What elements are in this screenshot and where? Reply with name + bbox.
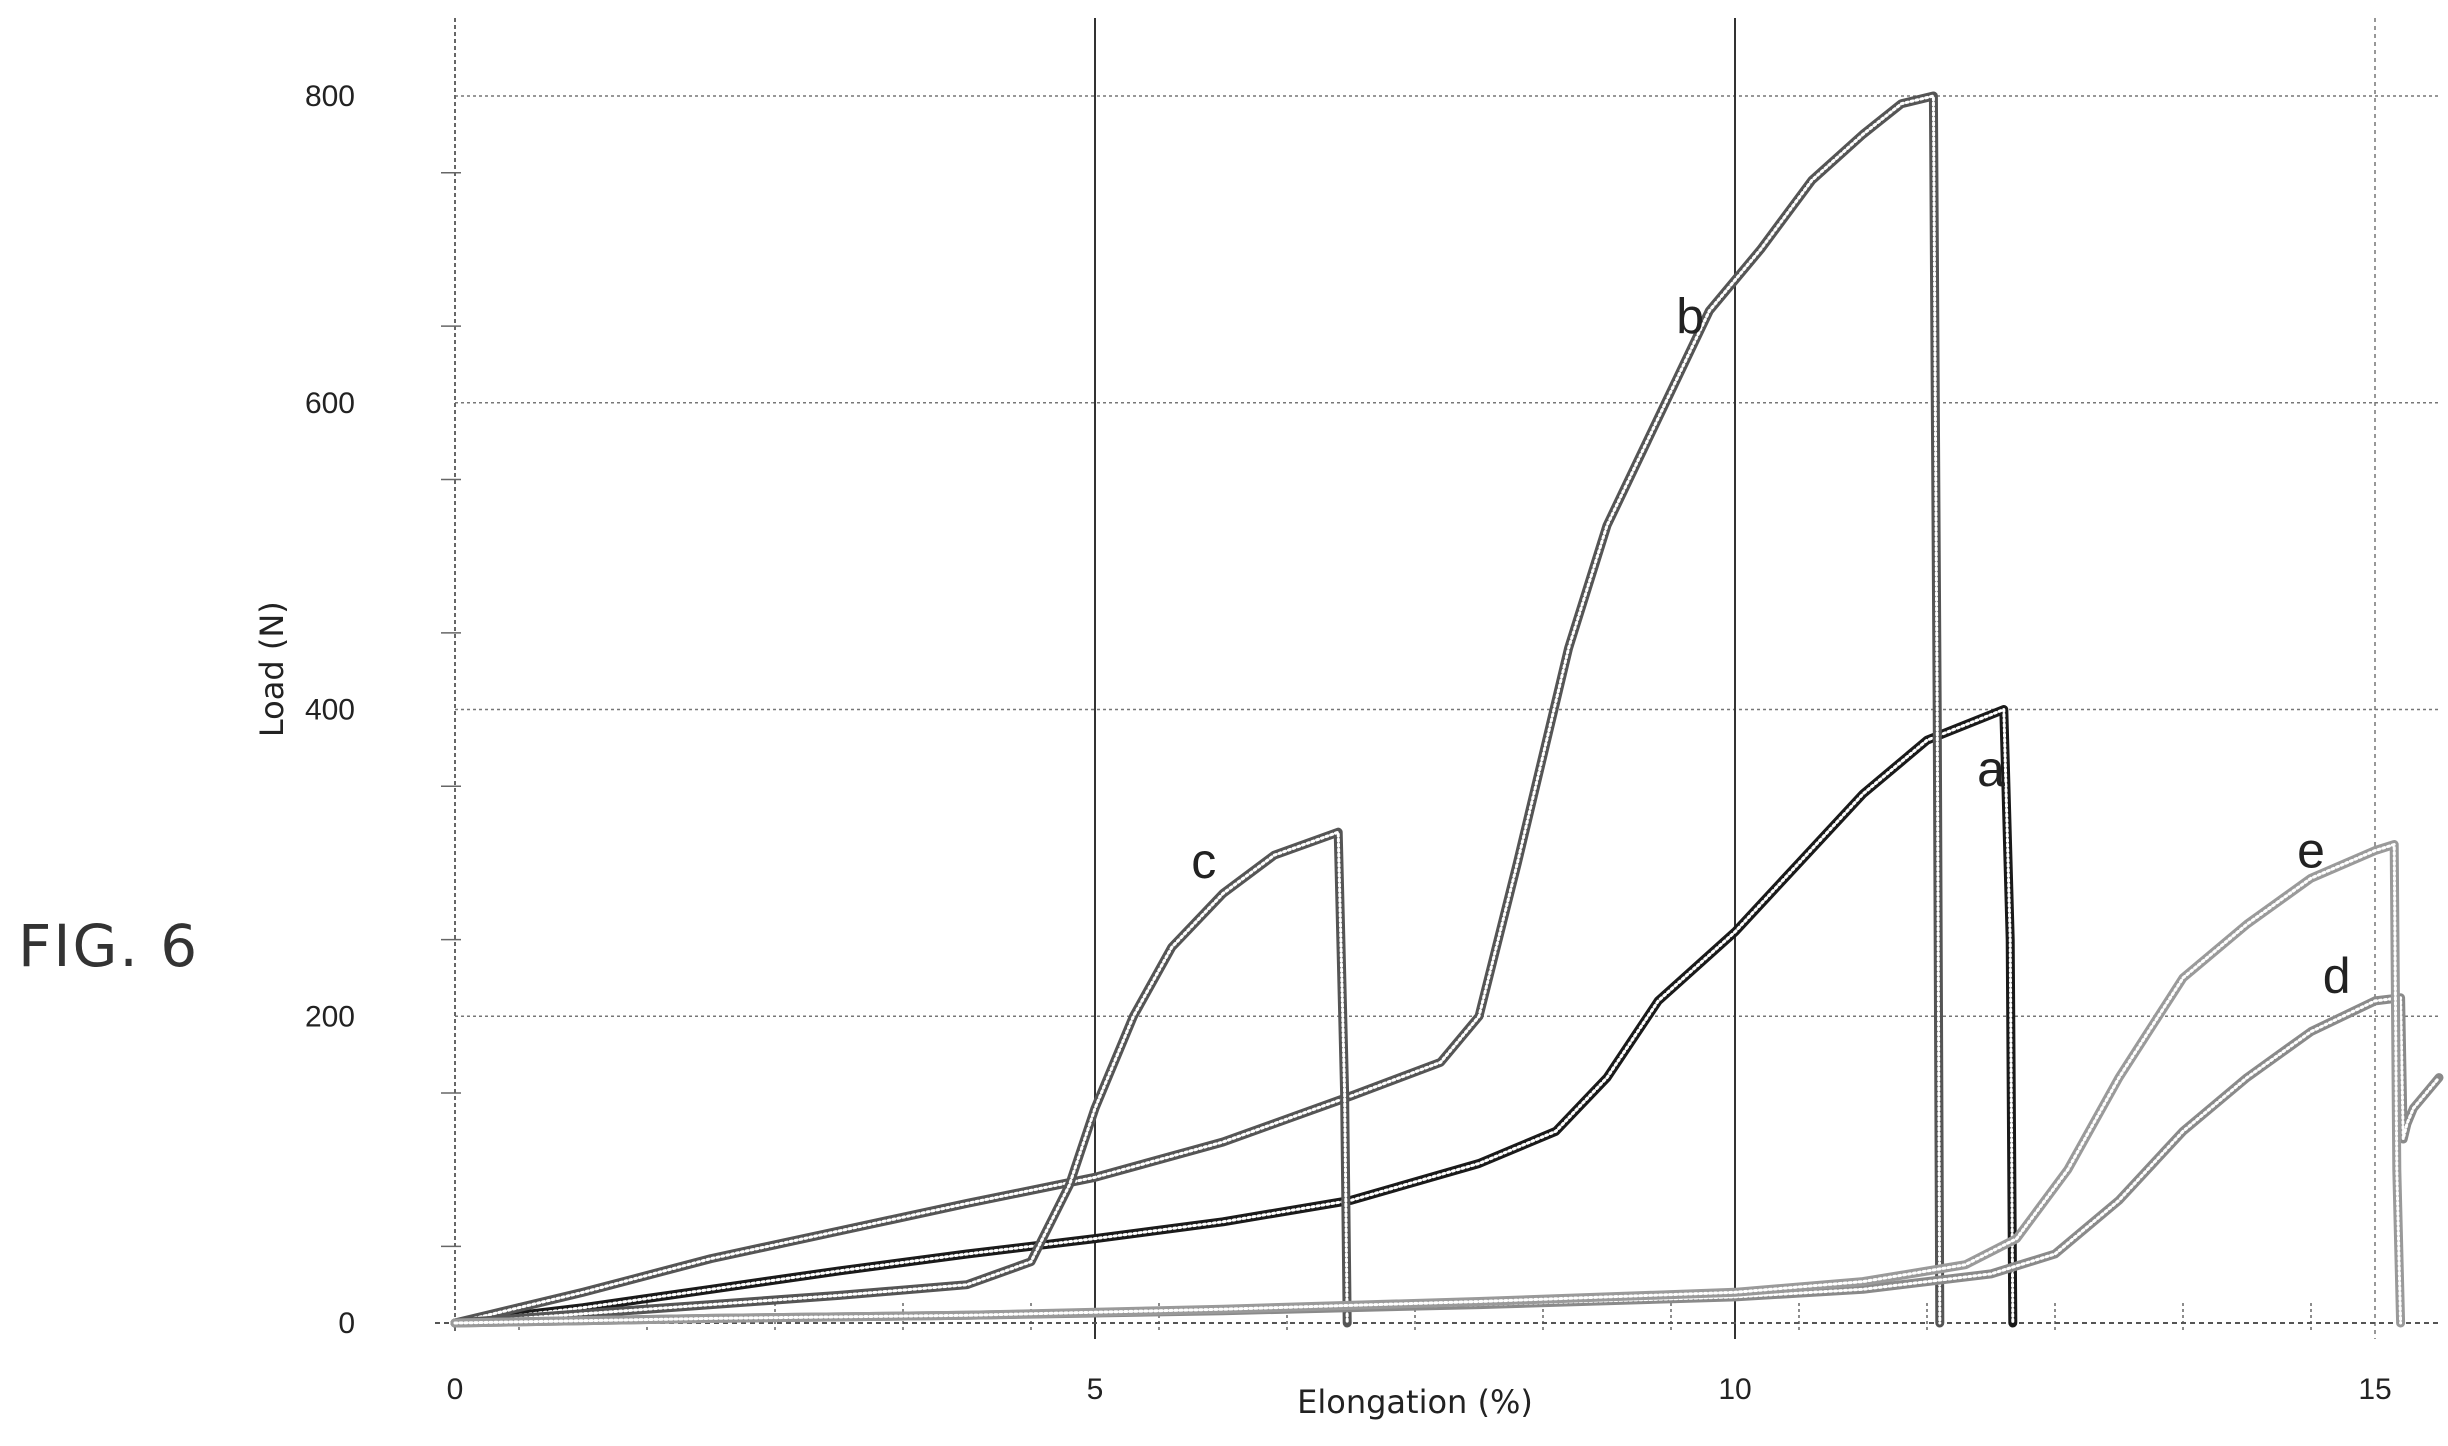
- axes-layer: 0 200 400 600 800 0 5 10 15 Elongation (%) Load (N…: [253, 18, 2439, 1421]
- series-b-line: [453, 94, 1942, 1325]
- labels-layer: a b c d e: [1191, 289, 2350, 1005]
- series-layer: [450, 91, 2444, 1328]
- y-tick-label: 800: [305, 80, 355, 113]
- x-tick-label: 0: [447, 1373, 464, 1406]
- y-tick-label: 200: [305, 1000, 355, 1033]
- x-tick-label: 15: [2358, 1373, 2391, 1406]
- curve-label-a: a: [1977, 741, 2005, 797]
- series-e-line: [453, 843, 2403, 1325]
- series-a-outline: [450, 705, 2018, 1328]
- y-tick-label: 0: [338, 1307, 355, 1340]
- series-c-line: [453, 830, 1349, 1325]
- x-axis-title: Elongation (%): [1297, 1383, 1533, 1421]
- series-a-line: [453, 708, 2015, 1325]
- y-tick-label: 400: [305, 694, 355, 727]
- curve-label-e: e: [2297, 822, 2325, 878]
- curve-label-c: c: [1191, 833, 1216, 889]
- figure-label: FIG. 6: [18, 912, 200, 980]
- y-axis-title: Load (N): [253, 601, 291, 737]
- curve-label-b: b: [1676, 289, 1704, 345]
- y-tick-label: 600: [305, 387, 355, 420]
- grid-layer: [455, 18, 2439, 1339]
- x-tick-label: 5: [1087, 1373, 1104, 1406]
- curve-label-d: d: [2323, 948, 2351, 1004]
- series-c-outline: [450, 827, 1352, 1328]
- x-tick-label: 10: [1718, 1373, 1751, 1406]
